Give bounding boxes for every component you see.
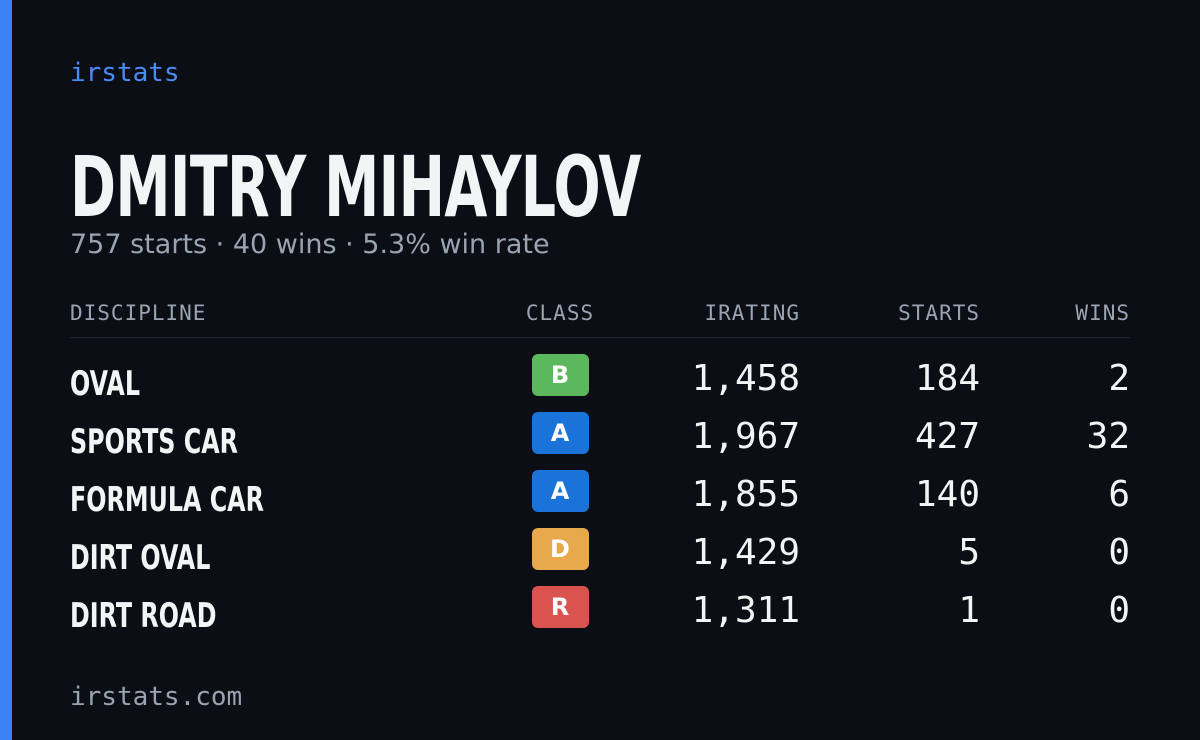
driver-name: DMITRY MIHAYLOV (70, 138, 641, 236)
starts: 5 (958, 532, 980, 573)
class-badge: D (531, 528, 589, 570)
wins: 0 (1108, 590, 1130, 631)
irating: 1,311 (691, 590, 800, 631)
wins: 2 (1108, 358, 1130, 399)
discipline: OVAL (70, 364, 140, 404)
driver-summary: 757 starts · 40 wins · 5.3% win rate (70, 229, 550, 260)
column-header: STARTS (898, 301, 980, 325)
class-badge: R (531, 586, 589, 628)
class-badge: B (531, 354, 589, 396)
divider (70, 337, 1130, 338)
discipline: DIRT OVAL (70, 538, 211, 578)
irating: 1,967 (691, 416, 800, 457)
brand: irstats (70, 58, 180, 88)
discipline: FORMULA CAR (70, 480, 264, 520)
starts: 1 (958, 590, 980, 631)
irating: 1,429 (691, 532, 800, 573)
column-header: DISCIPLINE (70, 301, 207, 325)
discipline: SPORTS CAR (70, 422, 238, 462)
column-header: CLASS (525, 301, 595, 325)
column-header: WINS (1075, 301, 1130, 325)
footer: irstats.com (70, 682, 243, 712)
starts: 427 (914, 416, 980, 457)
irating: 1,855 (691, 474, 800, 515)
discipline: DIRT ROAD (70, 596, 217, 636)
wins: 6 (1108, 474, 1130, 515)
class-badge: A (531, 470, 589, 512)
class-badge: A (531, 412, 589, 454)
starts: 184 (914, 358, 980, 399)
starts: 140 (914, 474, 980, 515)
wins: 0 (1108, 532, 1130, 573)
irating: 1,458 (691, 358, 800, 399)
accent-bar (0, 0, 12, 740)
wins: 32 (1086, 416, 1130, 457)
column-header: IRATING (704, 301, 800, 325)
